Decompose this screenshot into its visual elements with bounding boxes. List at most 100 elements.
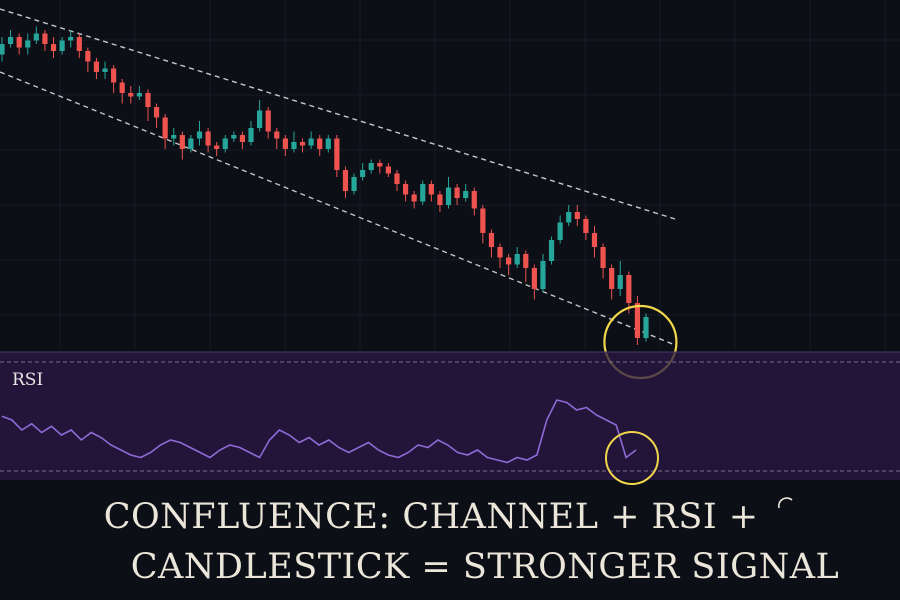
candle-body — [171, 135, 177, 139]
candle — [59, 37, 65, 55]
candle-body — [548, 240, 555, 261]
candle — [548, 236, 555, 265]
candle-body — [308, 138, 314, 146]
candle — [25, 33, 31, 55]
candle — [76, 33, 82, 58]
candle — [574, 205, 580, 226]
candle — [171, 128, 177, 146]
candle-body — [16, 37, 22, 48]
candle-body — [162, 117, 168, 139]
candle-body — [497, 247, 503, 258]
candle — [119, 79, 125, 104]
candle-body — [583, 219, 589, 233]
caption-line-1: CONFLUENCE: CHANNEL + RSI + — [0, 492, 900, 542]
candle — [7, 30, 14, 48]
candle-body — [488, 233, 495, 247]
candle — [531, 264, 537, 300]
candle-body — [566, 212, 572, 223]
candle-body — [471, 191, 477, 209]
candle-body — [222, 138, 228, 149]
candle — [514, 247, 520, 268]
candle — [634, 296, 641, 345]
candlestick-series — [0, 26, 649, 345]
caption: CONFLUENCE: CHANNEL + RSI + CANDLESTICK … — [0, 492, 900, 592]
candle-body — [463, 191, 469, 198]
candle — [299, 138, 306, 153]
candle-body — [239, 135, 246, 142]
candle-body — [531, 268, 537, 289]
candle-body — [514, 254, 520, 265]
candle-body — [317, 138, 323, 149]
candle-body — [609, 268, 615, 289]
candle — [205, 128, 211, 153]
candle-body — [196, 131, 203, 139]
candle — [428, 180, 434, 202]
candle-body — [145, 93, 151, 107]
candle — [188, 135, 194, 153]
candle-body — [377, 163, 383, 167]
candle — [351, 173, 357, 195]
candle — [454, 184, 460, 205]
candle — [291, 131, 297, 153]
candle — [445, 177, 452, 209]
circle-highlight-icon — [605, 431, 659, 485]
candle — [325, 135, 331, 153]
candle-body — [445, 187, 452, 205]
candle — [437, 191, 443, 212]
candle-body — [205, 131, 211, 146]
candle — [214, 142, 220, 156]
candle-body — [617, 275, 623, 289]
candle-body — [385, 166, 391, 174]
candle-body — [600, 247, 606, 268]
candle — [420, 180, 426, 205]
candle — [394, 170, 400, 191]
candle-body — [420, 184, 426, 202]
candle-body — [231, 135, 237, 139]
candle-body — [128, 93, 134, 97]
channel-lower-line — [0, 71, 676, 346]
candle-body — [248, 128, 254, 142]
candle-body — [265, 110, 271, 132]
candle-body — [591, 233, 598, 247]
candle-body — [93, 61, 100, 72]
candle-body — [351, 177, 357, 191]
candle — [368, 159, 374, 174]
candle — [93, 58, 100, 79]
candle-body — [557, 222, 563, 240]
candle-body — [626, 275, 632, 303]
candle — [523, 250, 529, 282]
candle — [16, 33, 22, 55]
candle — [196, 121, 203, 146]
candle-body — [428, 184, 434, 195]
candle — [480, 205, 486, 244]
candle-body — [634, 303, 641, 338]
rsi-line-series — [1, 399, 637, 464]
candle — [282, 135, 288, 156]
candle — [471, 187, 477, 216]
candle — [231, 131, 237, 142]
candle-body — [291, 142, 297, 149]
rsi-band — [0, 352, 900, 480]
candle — [463, 184, 469, 202]
candle-body — [540, 261, 546, 289]
candle — [557, 215, 563, 244]
candle — [239, 131, 246, 149]
candle-body — [119, 82, 125, 93]
partial-arc-glyph — [778, 497, 793, 509]
candle-body — [214, 145, 220, 149]
candle-body — [153, 107, 160, 118]
candle — [591, 226, 598, 258]
candle — [643, 313, 649, 342]
rsi-label: RSI — [12, 370, 44, 390]
candle — [411, 191, 417, 209]
candle-body — [299, 142, 306, 146]
candle — [162, 114, 168, 149]
candle — [617, 261, 623, 296]
price-channel — [0, 8, 676, 346]
candle — [179, 131, 185, 160]
caption-line-1-text: CONFLUENCE: CHANNEL + RSI + — [103, 497, 759, 537]
candle — [402, 180, 409, 202]
candle — [136, 86, 142, 100]
candle-body — [411, 194, 417, 202]
